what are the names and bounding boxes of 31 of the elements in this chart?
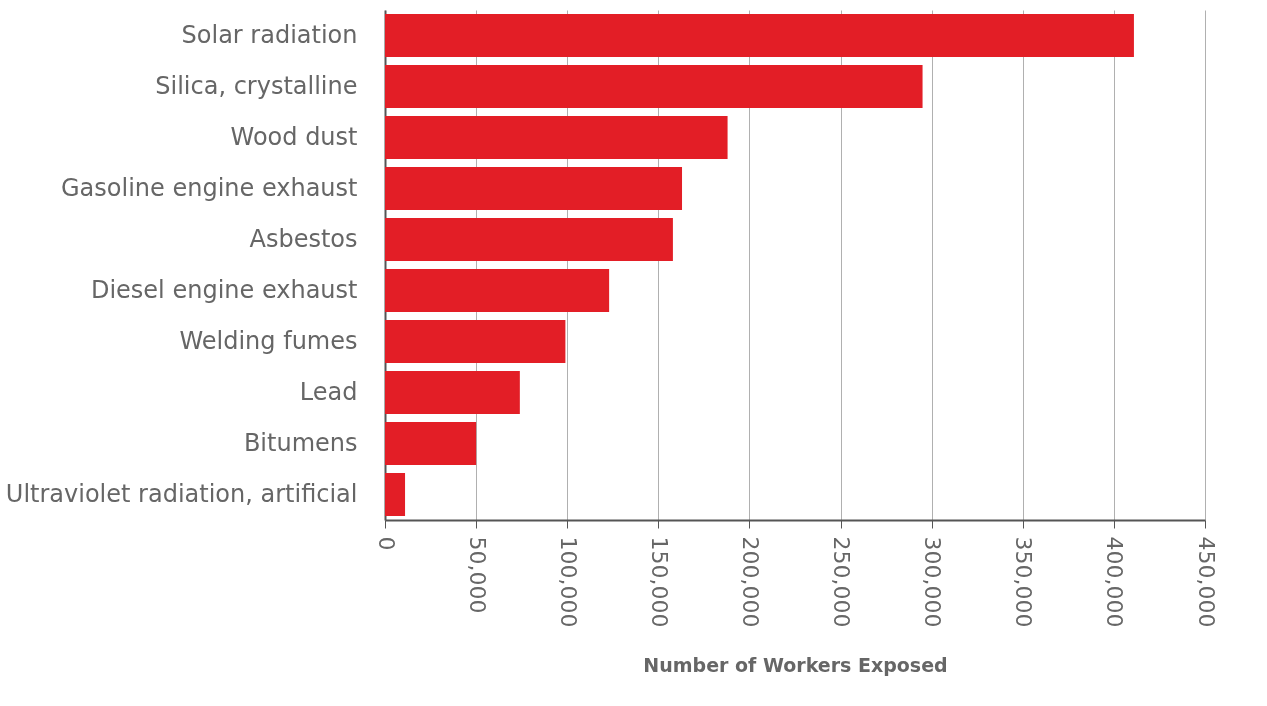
y-tick-label: Asbestos [249,224,358,253]
bar [385,167,683,210]
x-tick-label: 350,000 [1011,536,1037,628]
bar [385,14,1134,57]
x-tick-label: 250,000 [829,536,855,628]
y-tick-label: Bitumens [243,428,358,457]
x-tick-label: 400,000 [1102,536,1128,628]
bar [385,65,923,108]
x-tick-label: 50,000 [464,536,490,614]
y-tick-label: Welding fumes [179,326,358,355]
x-tick-label: 150,000 [646,536,672,628]
y-tick-label: Solar radiation [181,20,358,49]
y-tick-label: Gasoline engine exhaust [60,173,358,202]
x-axis-title: Number of Workers Exposed [643,654,948,677]
bar [385,320,566,363]
y-tick-label: Ultraviolet radiation, artificial [5,479,358,508]
y-tick-label: Diesel engine exhaust [90,275,358,304]
x-tick-label: 0 [373,536,399,551]
bar [385,269,610,312]
y-tick-label: Lead [299,377,358,406]
x-tick-label: 200,000 [737,536,763,628]
bar [385,422,477,465]
y-tick-label: Wood dust [230,122,358,151]
y-tick-label: Silica, crystalline [155,71,358,100]
bar [385,371,520,414]
x-tick-label: 450,000 [1193,536,1219,628]
x-tick-label: 100,000 [555,536,581,628]
bar [385,218,673,261]
bar [385,116,728,159]
bar [385,473,406,516]
x-tick-label: 300,000 [920,536,946,628]
